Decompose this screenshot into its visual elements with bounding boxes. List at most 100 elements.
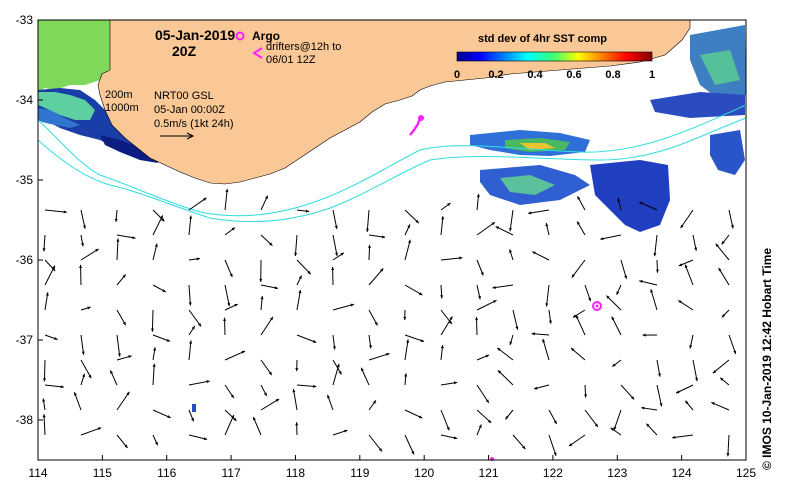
current-arrow xyxy=(116,309,127,326)
current-arrow xyxy=(152,347,157,361)
current-arrow xyxy=(42,359,47,382)
lon-tick-label: 124 xyxy=(672,466,692,480)
current-vectors xyxy=(42,188,737,457)
colorbar-tick-label: 0 xyxy=(454,69,460,81)
current-arrow xyxy=(42,398,46,411)
current-arrow xyxy=(497,369,514,386)
current-arrow xyxy=(188,380,210,386)
current-arrow xyxy=(150,309,155,332)
current-arrow xyxy=(80,209,86,229)
current-arrow xyxy=(678,300,694,311)
current-arrow xyxy=(440,344,444,361)
current-arrow xyxy=(80,234,84,247)
current-arrow xyxy=(440,216,445,236)
current-arrow xyxy=(584,409,599,428)
current-arrow xyxy=(116,334,121,357)
current-arrow xyxy=(296,275,303,286)
current-arrow xyxy=(152,284,167,293)
bathymetry-contours xyxy=(37,104,747,223)
lon-tick-label: 121 xyxy=(479,466,499,480)
current-arrow xyxy=(672,434,694,439)
contour-legend: 200m 1000m xyxy=(105,89,139,115)
current-arrow xyxy=(260,234,273,246)
current-arrow xyxy=(404,284,423,296)
current-arrow xyxy=(728,334,737,355)
current-arrow xyxy=(476,299,497,311)
current-arrow xyxy=(80,334,85,355)
current-arrow xyxy=(404,239,411,261)
current-scale-label: 0.5m/s (1kt 24h) xyxy=(154,118,234,130)
current-arrow xyxy=(116,238,120,261)
current-arrow xyxy=(584,284,592,302)
current-arrow xyxy=(440,434,458,440)
current-arrow xyxy=(570,347,586,361)
current-arrow xyxy=(684,400,694,411)
colorbar-title: std dev of 4hr SST comp xyxy=(478,33,607,45)
current-arrow xyxy=(645,423,658,436)
drifter-legend-icon xyxy=(252,47,263,59)
lat-tick-label: -37 xyxy=(16,333,34,347)
current-arrow xyxy=(260,398,280,411)
current-arrow xyxy=(496,347,514,361)
drifter-position-marker xyxy=(418,115,424,121)
current-arrow xyxy=(721,309,730,318)
current-arrow xyxy=(296,334,317,343)
longitude-axis: 114 115 116 117 118 119 120 121 122 123 124 125 xyxy=(28,455,756,480)
current-arrow xyxy=(73,392,82,411)
current-arrow xyxy=(548,434,557,456)
current-arrow xyxy=(188,409,195,422)
current-arrow xyxy=(528,209,550,215)
current-arrow xyxy=(512,434,526,450)
current-arrow xyxy=(641,406,658,411)
current-arrow xyxy=(44,209,67,214)
current-arrow xyxy=(42,414,46,436)
current-arrow xyxy=(719,377,730,386)
current-arrow xyxy=(404,434,415,455)
current-arrow xyxy=(545,222,550,236)
argo-legend-label: Argo xyxy=(252,29,280,43)
current-arrow xyxy=(642,333,658,337)
current-arrow xyxy=(620,384,635,400)
lon-tick-label: 117 xyxy=(222,466,241,480)
current-arrow xyxy=(616,284,622,296)
current-arrow xyxy=(114,209,118,223)
current-arrow xyxy=(542,338,550,361)
current-arrow xyxy=(188,197,207,211)
current-arrow xyxy=(684,264,694,286)
current-arrow xyxy=(548,309,552,324)
current-arrow xyxy=(576,221,586,236)
lon-tick-label: 123 xyxy=(607,466,627,480)
current-arrow xyxy=(296,259,312,275)
current-arrow xyxy=(367,244,372,261)
current-arrow xyxy=(572,309,586,318)
current-arrow xyxy=(224,350,246,361)
current-arrow xyxy=(368,434,383,452)
current-arrow xyxy=(692,359,699,382)
scale-arrow xyxy=(160,132,195,140)
current-arrow xyxy=(296,289,302,311)
current-arrow xyxy=(224,384,235,399)
current-arrow xyxy=(332,334,336,350)
current-arrow xyxy=(492,284,514,289)
current-arrow xyxy=(332,234,338,257)
current-arrow xyxy=(508,209,514,232)
current-arrow xyxy=(476,409,492,424)
current-arrow xyxy=(224,284,231,307)
contour-label-1000m: 1000m xyxy=(105,102,139,114)
current-arrow xyxy=(711,401,730,411)
current-arrow xyxy=(653,234,658,257)
lon-tick-label: 119 xyxy=(350,466,369,480)
current-arrow xyxy=(109,369,118,386)
argo-legend-icon xyxy=(235,31,245,41)
current-arrow xyxy=(404,334,425,343)
current-arrow xyxy=(152,334,171,342)
current-arrow xyxy=(79,264,83,286)
current-arrow xyxy=(655,259,659,273)
current-arrow xyxy=(476,221,496,236)
colorbar-tick-label: 1 xyxy=(649,69,655,81)
current-arrow xyxy=(295,422,299,436)
current-arrow xyxy=(188,284,192,306)
current-arrow xyxy=(332,303,355,311)
current-arrow xyxy=(260,284,279,290)
current-arrow xyxy=(44,292,49,311)
